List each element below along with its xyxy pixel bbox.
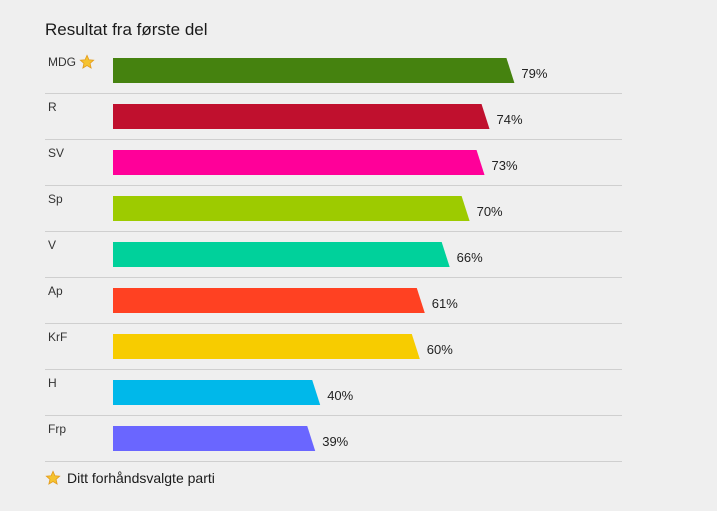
bar-chart: MDG 79% R 74% SV 73% Sp 70% V 66% Ap 61% KrF 60% H 40% F… xyxy=(45,48,622,462)
party-name: MDG xyxy=(48,55,76,69)
party-label: V xyxy=(48,238,56,252)
bar xyxy=(113,426,316,451)
bar xyxy=(113,288,425,313)
bar-shape xyxy=(113,334,420,359)
star-icon xyxy=(45,470,61,485)
star-icon xyxy=(79,54,95,69)
value-label: 39% xyxy=(322,434,349,449)
bar xyxy=(113,150,485,175)
bar xyxy=(113,104,490,129)
value-label: 66% xyxy=(456,250,483,265)
party-label: SV xyxy=(48,146,64,160)
party-name: Frp xyxy=(48,422,66,436)
bar-row: SV 73% xyxy=(45,140,622,186)
party-name: KrF xyxy=(48,330,68,344)
bar-shape xyxy=(113,196,470,221)
value-label: 70% xyxy=(476,204,503,219)
party-name: H xyxy=(48,376,57,390)
value-label: 61% xyxy=(431,296,458,311)
bar xyxy=(113,242,450,267)
bar-shape xyxy=(113,104,490,129)
bar-row: Sp 70% xyxy=(45,186,622,232)
value-label: 40% xyxy=(327,388,354,403)
value-label: 73% xyxy=(491,158,518,173)
party-label: Sp xyxy=(48,192,63,206)
bar-row: Frp 39% xyxy=(45,416,622,462)
bar-shape xyxy=(113,380,321,405)
legend-label: Ditt forhåndsvalgte parti xyxy=(67,470,215,486)
bar-shape xyxy=(113,288,425,313)
value-label: 79% xyxy=(521,66,548,81)
party-name: SV xyxy=(48,146,65,160)
party-label: Ap xyxy=(48,284,63,298)
party-label: KrF xyxy=(48,330,67,344)
party-name: R xyxy=(48,100,57,114)
bar-row: MDG 79% xyxy=(45,48,622,94)
bar-row: Ap 61% xyxy=(45,278,622,324)
party-label: Frp xyxy=(48,422,66,436)
value-label: 60% xyxy=(426,342,453,357)
bar xyxy=(113,58,515,83)
bar-shape xyxy=(113,426,316,451)
legend: Ditt forhåndsvalgte parti xyxy=(45,470,215,486)
bar xyxy=(113,196,470,221)
chart-title: Resultat fra første del xyxy=(45,20,208,39)
bar-row: H 40% xyxy=(45,370,622,416)
party-name: Sp xyxy=(48,192,63,206)
value-label: 74% xyxy=(496,112,523,127)
bar-row: R 74% xyxy=(45,94,622,140)
bar xyxy=(113,334,420,359)
party-name: Ap xyxy=(48,284,63,298)
party-label: H xyxy=(48,376,57,390)
bar-row: KrF 60% xyxy=(45,324,622,370)
party-label: R xyxy=(48,100,57,114)
bar-row: V 66% xyxy=(45,232,622,278)
bar xyxy=(113,380,321,405)
party-name: V xyxy=(48,238,57,252)
bar-shape xyxy=(113,58,515,83)
bar-shape xyxy=(113,150,485,175)
party-label: MDG xyxy=(48,54,95,70)
bar-shape xyxy=(113,242,450,267)
